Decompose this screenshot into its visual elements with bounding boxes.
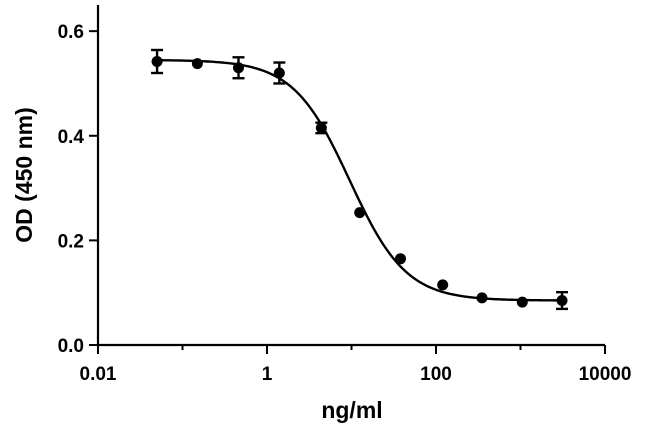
x-tick-label: 100 — [420, 364, 452, 385]
y-tick-label: 0.2 — [58, 231, 84, 252]
data-point — [394, 253, 406, 265]
y-tick-label: 0.0 — [58, 336, 84, 357]
x-tick-label: 10000 — [579, 364, 632, 385]
data-point — [556, 295, 568, 307]
x-tick-label: 1 — [262, 364, 273, 385]
y-tick-label: 0.6 — [58, 22, 84, 43]
data-point — [191, 58, 203, 70]
data-points — [151, 55, 568, 308]
data-point — [315, 122, 327, 134]
data-point — [476, 292, 488, 304]
data-point — [516, 296, 528, 308]
data-point — [273, 67, 285, 79]
tick-labels: 0.0 0.2 0.4 0.6 0.01 1 100 10000 — [58, 22, 632, 385]
fit-curve — [157, 58, 563, 302]
x-tick-label: 0.01 — [80, 364, 117, 385]
y-tick-label: 0.4 — [58, 127, 85, 148]
axes — [96, 5, 605, 347]
ticks — [89, 30, 606, 354]
data-point — [233, 62, 245, 74]
x-axis-title: ng/ml — [321, 397, 382, 423]
y-axis-title: OD (450 nm) — [11, 107, 37, 242]
data-point — [437, 279, 449, 291]
data-point — [354, 207, 366, 219]
data-point — [151, 55, 163, 67]
error-bars — [151, 48, 569, 311]
